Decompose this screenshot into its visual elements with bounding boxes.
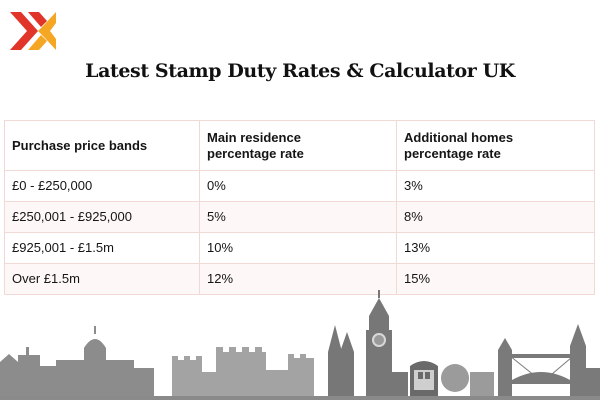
additional-rate-cell: 13% (396, 232, 595, 264)
page-title: Latest Stamp Duty Rates & Calculator UK (85, 60, 515, 82)
table-row: £250,001 - £925,000 5% 8% (4, 201, 595, 233)
band-cell: £925,001 - £1.5m (4, 232, 200, 264)
london-skyline-illustration (0, 290, 600, 400)
main-rate-cell: 10% (199, 232, 397, 264)
brand-logo-icon (10, 12, 56, 50)
table-header-row: Purchase price bands Main residence perc… (4, 120, 595, 171)
table-row: £0 - £250,000 0% 3% (4, 170, 595, 202)
additional-rate-cell: 8% (396, 201, 595, 233)
additional-rate-cell: 3% (396, 170, 595, 202)
header-main-residence-rate: Main residence percentage rate (199, 120, 397, 171)
band-cell: Over £1.5m (4, 263, 200, 295)
main-rate-cell: 0% (199, 170, 397, 202)
stamp-duty-rates-table: Purchase price bands Main residence perc… (4, 120, 595, 295)
band-cell: £250,001 - £925,000 (4, 201, 200, 233)
header-additional-homes-rate: Additional homes percentage rate (396, 120, 595, 171)
header-purchase-price-bands: Purchase price bands (4, 120, 200, 171)
table-row: £925,001 - £1.5m 10% 13% (4, 232, 595, 264)
main-rate-cell: 5% (199, 201, 397, 233)
table-row: Over £1.5m 12% 15% (4, 263, 595, 295)
band-cell: £0 - £250,000 (4, 170, 200, 202)
